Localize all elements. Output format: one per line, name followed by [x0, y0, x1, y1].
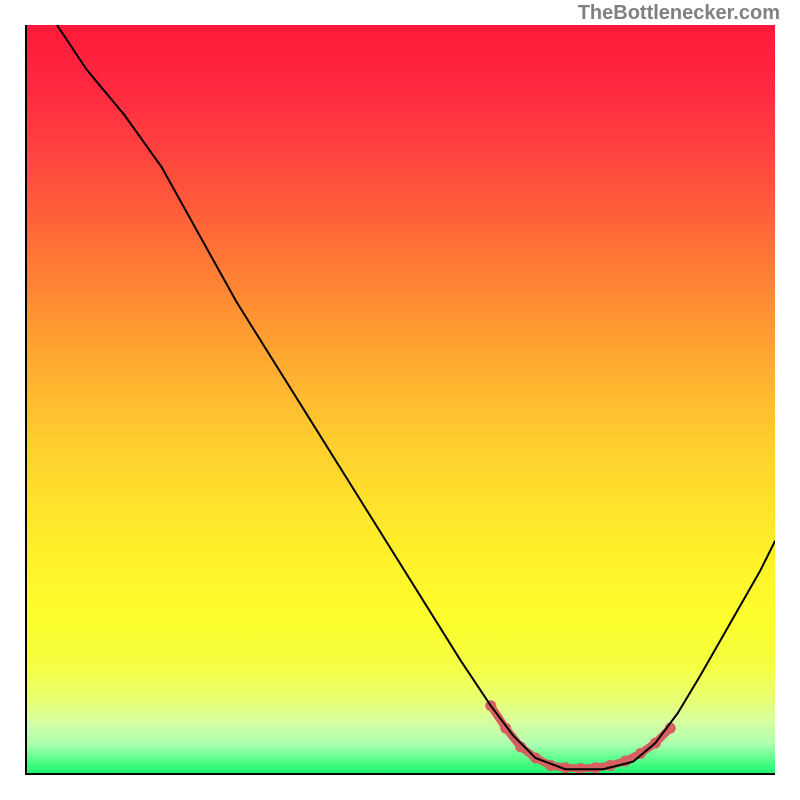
gradient-rect	[27, 25, 775, 773]
chart-container: TheBottlenecker.com	[0, 0, 800, 800]
gradient-background	[27, 25, 775, 773]
plot-area	[25, 25, 775, 775]
watermark-text: TheBottlenecker.com	[578, 2, 780, 25]
